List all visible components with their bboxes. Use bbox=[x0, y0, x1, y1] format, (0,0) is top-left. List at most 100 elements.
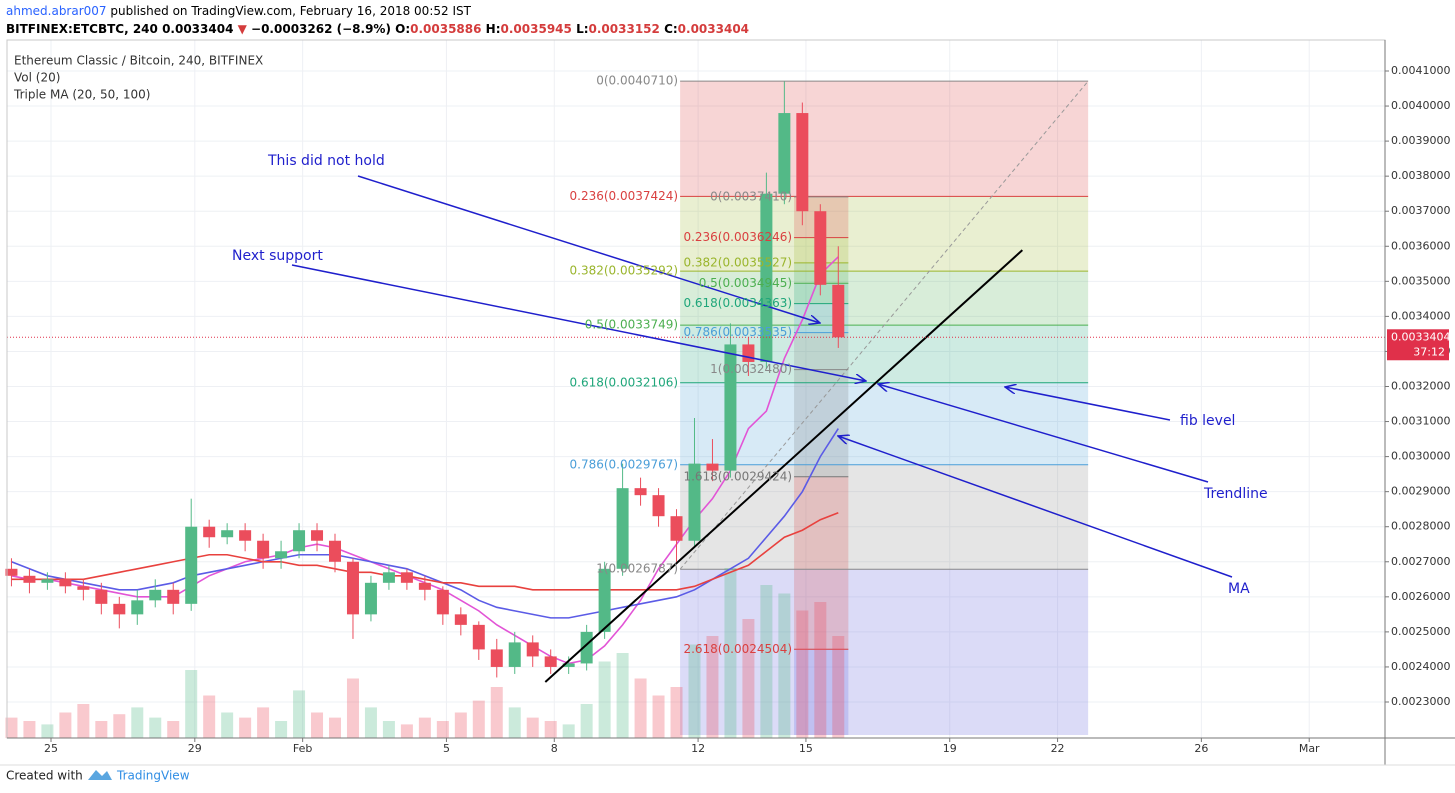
y-tick-label: 0.0031000 bbox=[1391, 415, 1451, 428]
volume-bar bbox=[311, 712, 324, 738]
volume-bar bbox=[77, 704, 90, 738]
volume-bar bbox=[472, 700, 485, 738]
candle-body bbox=[113, 603, 126, 615]
fib-zone bbox=[680, 464, 1089, 570]
o-value: 0.0035886 bbox=[410, 22, 482, 36]
volume-bar bbox=[814, 602, 827, 738]
volume-bar bbox=[346, 678, 359, 738]
fib-label: 0.382(0.0035527) bbox=[683, 255, 792, 269]
volume-bar bbox=[508, 707, 521, 738]
x-tick-label: 5 bbox=[443, 742, 450, 755]
candle-body bbox=[544, 656, 557, 667]
candle-body bbox=[706, 463, 719, 471]
volume-bar bbox=[203, 695, 216, 738]
volume-bar bbox=[293, 690, 306, 738]
countdown: 37:12 bbox=[1413, 345, 1445, 358]
volume-bar bbox=[113, 714, 126, 738]
legend-volume: Vol (20) bbox=[14, 71, 60, 85]
annotation: Trendline bbox=[1203, 486, 1268, 502]
volume-bar bbox=[418, 717, 431, 738]
change: −0.0003262 (−8.9%) bbox=[251, 22, 391, 36]
candle-body bbox=[598, 568, 611, 632]
x-tick-label: 12 bbox=[691, 742, 705, 755]
candle-body bbox=[167, 589, 180, 604]
footer-brand[interactable]: TradingView bbox=[116, 769, 190, 783]
candle-body bbox=[490, 649, 503, 667]
fib-zone bbox=[794, 369, 849, 477]
x-tick-label: 15 bbox=[799, 742, 813, 755]
fib-label: 0.786(0.0029767) bbox=[570, 457, 679, 471]
fib-label: 0.236(0.0036246) bbox=[683, 230, 792, 244]
candle-body bbox=[562, 663, 575, 667]
fib-zone bbox=[680, 81, 1089, 197]
candle-body bbox=[346, 561, 359, 615]
volume-bar bbox=[706, 636, 719, 738]
arrow bbox=[878, 384, 1209, 483]
h-key: H: bbox=[485, 22, 501, 36]
y-tick-label: 0.0023000 bbox=[1391, 695, 1451, 708]
fib-label: 0.618(0.0034363) bbox=[683, 296, 792, 310]
fib-label: 1(0.0032480) bbox=[710, 362, 792, 376]
fib-zone bbox=[794, 332, 849, 370]
volume-bar bbox=[23, 721, 36, 738]
arrow bbox=[1005, 387, 1171, 421]
candle-body bbox=[454, 614, 467, 625]
volume-bar bbox=[652, 695, 665, 738]
last-price: 0.0033404 bbox=[162, 22, 234, 36]
fib-zone bbox=[680, 569, 1089, 735]
fib-label: 2.618(0.0024504) bbox=[683, 642, 792, 656]
arrow: ▼ bbox=[237, 22, 247, 36]
arrow bbox=[357, 175, 820, 323]
candle-body bbox=[41, 579, 54, 583]
y-tick-label: 0.0035000 bbox=[1391, 274, 1451, 287]
candle-body bbox=[364, 582, 377, 615]
volume-bar bbox=[131, 707, 144, 738]
x-tick-label: Mar bbox=[1299, 742, 1320, 755]
fib-diagonal bbox=[679, 80, 1089, 570]
x-tick-label: 22 bbox=[1051, 742, 1065, 755]
candle-body bbox=[5, 568, 18, 576]
volume-bar bbox=[382, 721, 395, 738]
candle-body bbox=[472, 624, 485, 650]
y-tick-label: 0.0040000 bbox=[1391, 99, 1451, 112]
candle-body bbox=[688, 463, 701, 541]
y-tick-label: 0.0036000 bbox=[1391, 239, 1451, 252]
volume-bar bbox=[41, 724, 54, 738]
y-tick-label: 0.0032000 bbox=[1391, 379, 1451, 392]
candle-body bbox=[760, 193, 773, 362]
candle-body bbox=[328, 540, 341, 562]
l-key: L: bbox=[576, 22, 589, 36]
author[interactable]: ahmed.abrar007 bbox=[6, 4, 107, 18]
volume-bar bbox=[185, 670, 198, 738]
l-value: 0.0033152 bbox=[588, 22, 660, 36]
fib-zone bbox=[794, 476, 849, 650]
volume-bar bbox=[526, 717, 539, 738]
legend-ma: Triple MA (20, 50, 100) bbox=[13, 88, 150, 102]
y-tick-label: 0.0041000 bbox=[1391, 64, 1451, 77]
candle-body bbox=[275, 551, 288, 559]
volume-bar bbox=[400, 724, 413, 738]
candle-body bbox=[95, 589, 108, 604]
volume-bar bbox=[149, 717, 162, 738]
price-tag bbox=[1387, 329, 1449, 361]
y-tick-label: 0.0027000 bbox=[1391, 555, 1451, 568]
o-key: O: bbox=[395, 22, 411, 36]
quote-line: BITFINEX:ETCBTC, 240 0.0033404 ▼ −0.0003… bbox=[6, 22, 749, 36]
candle-body bbox=[149, 589, 162, 601]
footer-text: Created with bbox=[6, 769, 83, 783]
fib-zone bbox=[680, 196, 1089, 272]
fib-zone bbox=[680, 382, 1089, 465]
volume-bar bbox=[364, 707, 377, 738]
volume-bar bbox=[328, 717, 341, 738]
y-tick-label: 0.0030000 bbox=[1391, 450, 1451, 463]
volume-bar bbox=[436, 721, 449, 738]
candle-body bbox=[742, 344, 755, 362]
volume-bar bbox=[257, 707, 270, 738]
logo bbox=[88, 770, 112, 780]
candle-body bbox=[724, 344, 737, 471]
volume-bar bbox=[454, 712, 467, 738]
candle-body bbox=[814, 211, 827, 285]
annotation: fib level bbox=[1180, 413, 1235, 429]
volume-bar bbox=[544, 721, 557, 738]
